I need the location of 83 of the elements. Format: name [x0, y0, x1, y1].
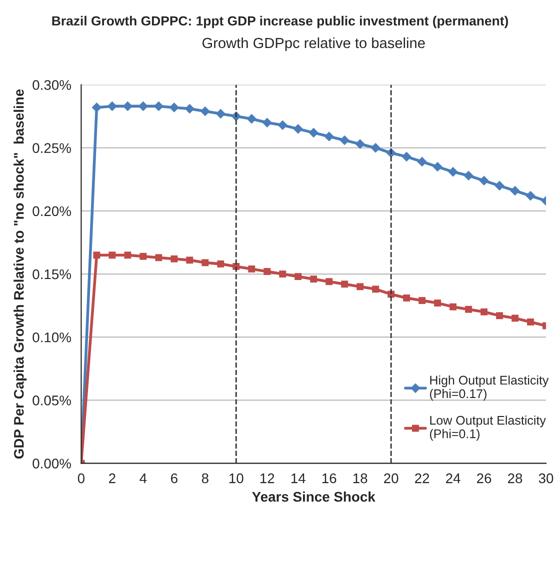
legend-label: High Output Elasticity (Phi=0.17): [430, 375, 549, 401]
x-tick-label: 10: [229, 473, 244, 484]
point: [310, 276, 318, 283]
x-tick-label: 6: [171, 473, 178, 484]
point: [494, 180, 504, 191]
x-tick-label: 30: [538, 473, 554, 484]
x-tick-label: 26: [477, 473, 492, 484]
point: [479, 176, 489, 186]
point: [465, 306, 472, 313]
point: [138, 101, 148, 112]
point: [510, 186, 520, 196]
point: [170, 255, 178, 262]
x-tick-label: 22: [415, 473, 430, 484]
point: [450, 303, 457, 310]
point: [246, 114, 257, 124]
point: [403, 294, 410, 302]
point: [432, 162, 442, 172]
point: [184, 104, 195, 114]
y-tick-label: 0.20%: [32, 206, 71, 216]
x-tick-label: 20: [384, 473, 398, 484]
point: [169, 102, 180, 112]
point: [200, 106, 210, 116]
point: [417, 156, 427, 167]
point: [108, 252, 116, 259]
x-tick-label: 12: [260, 473, 274, 484]
point: [402, 152, 412, 162]
point: [527, 318, 534, 326]
point: [217, 260, 224, 268]
y-tick-label: 0.15%: [32, 269, 71, 280]
chart-title: Brazil Growth GDPPC: 1ppt GDP increase public investment (permanent): [52, 16, 508, 28]
point: [526, 190, 536, 201]
y-tick-label: 0.30%: [32, 80, 71, 90]
chart-subtitle: Growth GDPpc relative to baseline: [202, 37, 425, 52]
point: [279, 270, 286, 278]
x-tick-label: 24: [446, 473, 460, 484]
x-axis-title: Years Since Shock: [252, 492, 376, 502]
point: [186, 256, 194, 264]
point: [356, 283, 364, 290]
x-tick-label: 0: [78, 473, 85, 484]
point: [93, 252, 100, 259]
point: [248, 266, 256, 272]
point: [264, 268, 271, 275]
point: [340, 135, 350, 146]
point: [372, 286, 380, 293]
x-tick-label: 28: [508, 473, 522, 484]
point: [418, 297, 426, 304]
x-tick-label: 2: [109, 473, 116, 484]
point: [434, 300, 442, 307]
point: [293, 124, 304, 134]
point: [496, 312, 503, 320]
y-tick-label: 0.05%: [32, 396, 71, 406]
point: [448, 166, 458, 177]
point: [355, 139, 365, 149]
y-tick-label: 0.10%: [32, 332, 71, 342]
point: [107, 101, 118, 112]
x-tick-label: 16: [322, 473, 336, 484]
point: [140, 252, 147, 260]
point: [155, 254, 162, 262]
x-tick-label: 8: [202, 473, 208, 484]
point: [370, 142, 380, 153]
point: [341, 280, 348, 288]
y-axis-title: GDP Per Capita Growth Relative to "no shock" baseline: [14, 89, 27, 459]
point: [480, 308, 488, 316]
x-tick-label: 14: [291, 474, 306, 484]
y-tick-label: 0.25%: [32, 143, 71, 154]
point: [326, 278, 333, 286]
point: [154, 101, 164, 112]
point: [216, 108, 226, 119]
point: [92, 102, 102, 112]
point: [464, 170, 474, 181]
y-tick-label: 0.00%: [32, 458, 71, 468]
x-tick-label: 18: [353, 473, 368, 484]
point: [262, 118, 272, 128]
point: [308, 128, 319, 138]
x-tick-label: 4: [140, 474, 147, 484]
point: [202, 259, 209, 266]
point: [294, 273, 302, 280]
point: [512, 314, 518, 322]
point: [124, 252, 132, 259]
point: [278, 120, 288, 130]
point: [324, 132, 334, 142]
legend-label: Low Output Elasticity (Phi=0.1): [430, 416, 546, 441]
point: [122, 101, 133, 112]
